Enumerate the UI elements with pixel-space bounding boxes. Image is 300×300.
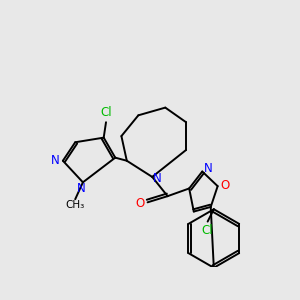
Text: Cl: Cl: [100, 106, 112, 119]
Text: O: O: [220, 179, 229, 192]
Text: CH₃: CH₃: [66, 200, 85, 210]
Text: N: N: [77, 182, 86, 195]
Text: O: O: [135, 197, 145, 210]
Text: Cl: Cl: [202, 224, 214, 237]
Text: N: N: [152, 172, 161, 185]
Text: N: N: [51, 154, 60, 167]
Text: N: N: [204, 162, 213, 175]
